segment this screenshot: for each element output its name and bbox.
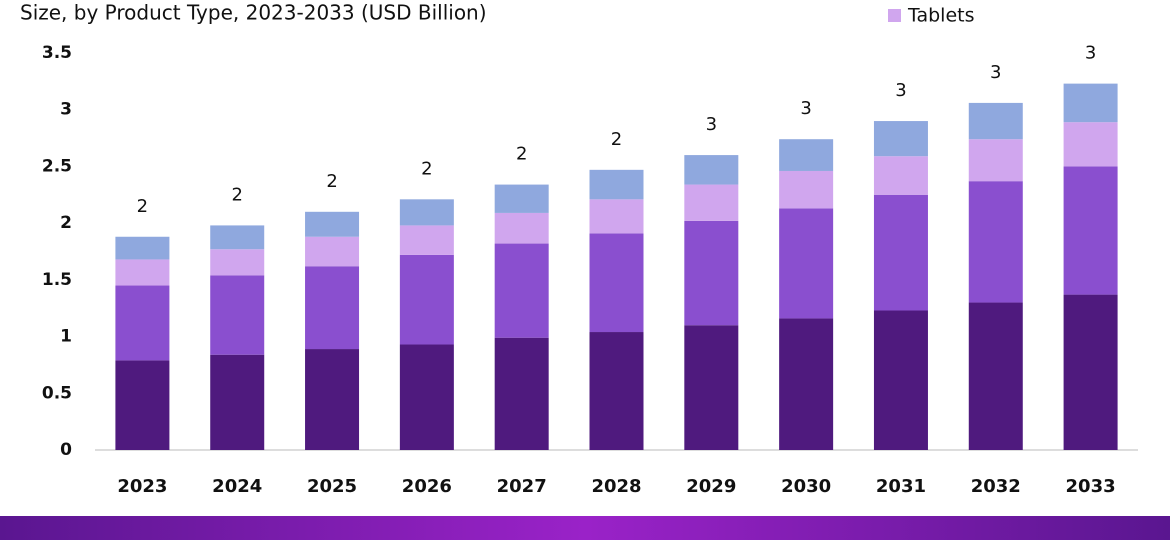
x-tick-label: 2024 [212,476,262,497]
y-tick-label: 0.5 [42,383,72,403]
bar-segment [305,211,360,237]
bar-segment [779,318,834,450]
bar-segment [968,181,1023,303]
x-tick-label: 2025 [307,476,357,497]
x-tick-label: 2032 [971,476,1021,497]
bar-segment [305,266,360,350]
total-label: 3 [1085,43,1096,64]
bar-segment [399,199,454,226]
bar-segment [873,121,928,157]
total-label: 3 [895,80,906,101]
total-label: 2 [232,184,243,205]
x-tick-label: 2028 [591,476,641,497]
footer-banner [0,516,1170,540]
bar-segment [873,194,928,311]
bar-segment [305,349,360,450]
bar-segment [968,139,1023,182]
bar-segment [1063,122,1118,167]
y-tick-label: 1.5 [42,270,72,290]
total-label: 3 [800,98,811,119]
total-label: 2 [137,196,148,217]
bar-segment [1063,83,1118,123]
bar-segment [210,249,265,276]
bar-segment [779,208,834,319]
total-label: 3 [990,62,1001,83]
bar-segment [115,259,170,286]
bar-segment [1063,166,1118,295]
total-label: 3 [706,114,717,135]
bar-segment [684,184,739,221]
total-label: 2 [611,129,622,150]
bar-segment [494,212,549,244]
y-tick-label: 1 [60,327,72,347]
bar-segment [589,199,644,234]
total-label: 2 [516,144,527,165]
bar-segment [873,310,928,450]
bar-segment [494,184,549,213]
x-tick-label: 2026 [402,476,452,497]
bar-segment [589,332,644,450]
bar-segment [494,337,549,450]
x-tick-label: 2023 [117,476,167,497]
bar-segment [115,285,170,361]
y-tick-label: 3.5 [42,43,72,63]
bar-segment [684,220,739,326]
chart-title: Size, by Product Type, 2023-2033 (USD Bi… [20,1,487,25]
bar-segment [399,254,454,345]
x-tick-label: 2027 [497,476,547,497]
bar-segment [589,169,644,200]
total-label: 2 [421,158,432,179]
bar-segment [210,354,265,450]
bar-segment [399,225,454,255]
bar-segment [589,233,644,333]
x-tick-label: 2030 [781,476,831,497]
bar-segment [684,325,739,450]
legend-label: Tablets [907,5,974,27]
y-tick-label: 3 [60,100,72,120]
bar-segment [210,225,265,250]
y-tick-label: 0 [60,440,72,460]
bar-segment [210,275,265,355]
y-tick-label: 2 [60,213,72,233]
x-tick-label: 2029 [686,476,736,497]
bar-segment [399,344,454,450]
bar-segment [968,302,1023,450]
total-label: 2 [326,171,337,192]
bar-segment [1063,294,1118,450]
bar-segment [115,360,170,450]
bar-segment [305,236,360,267]
bar-segment [494,243,549,338]
bar-segment [115,236,170,260]
bar-segment [779,139,834,171]
bar-segment [779,170,834,209]
legend-swatch [888,9,901,22]
bar-segment [873,156,928,195]
x-tick-label: 2033 [1066,476,1116,497]
x-tick-label: 2031 [876,476,926,497]
bar-segment [684,155,739,185]
y-tick-label: 2.5 [42,156,72,176]
bar-segment [968,102,1023,140]
